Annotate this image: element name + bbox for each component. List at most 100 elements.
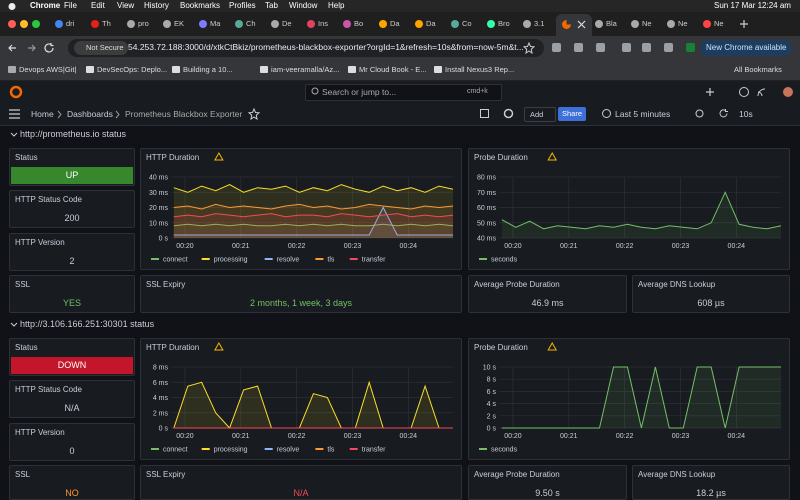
tab[interactable]: Th	[88, 15, 123, 33]
tab[interactable]: Co	[448, 15, 483, 33]
breadcrumb[interactable]: Home	[31, 109, 54, 119]
active-tab[interactable]	[556, 14, 592, 36]
icon	[57, 110, 62, 119]
omnibox[interactable]	[68, 39, 544, 57]
panel: SSL Expiry N/A	[140, 465, 462, 500]
y-tick-label: 40 ms	[149, 175, 169, 182]
icon	[667, 20, 675, 28]
section-title[interactable]: http://prometheus.io status	[20, 129, 127, 139]
extension-icon	[552, 43, 561, 52]
tab[interactable]: Bla	[592, 15, 627, 33]
icon	[703, 20, 711, 28]
panel-title: Average DNS Lookup	[638, 280, 716, 289]
tab[interactable]: Ne	[664, 15, 699, 33]
icon	[9, 85, 23, 99]
refresh-interval[interactable]: 10s	[739, 109, 753, 119]
icon	[552, 43, 561, 52]
search-box[interactable]	[305, 84, 502, 101]
legend-label: tls	[327, 447, 335, 454]
tab[interactable]: dri	[52, 15, 87, 33]
y-tick-label: 30 ms	[149, 190, 169, 197]
tab[interactable]: Da	[412, 15, 447, 33]
tab[interactable]: Ne	[628, 15, 663, 33]
favicon	[55, 20, 63, 28]
bookmark-label: Mr Cloud Book - E...	[359, 65, 427, 74]
icon	[642, 43, 651, 52]
add-button[interactable]: Add	[524, 107, 557, 122]
legend-label: processing	[214, 257, 248, 264]
update-chip[interactable]: New Chrome available	[700, 40, 793, 56]
menu-item[interactable]: History	[144, 1, 169, 10]
icon	[740, 20, 748, 28]
tab[interactable]: 3.1	[520, 15, 555, 33]
favicon	[307, 20, 315, 28]
refresh-icon	[719, 109, 728, 118]
icon	[695, 109, 704, 118]
panel-title: SSL	[15, 470, 31, 479]
tab-label: Bla	[606, 19, 617, 28]
panel: HTTP Version 0	[9, 423, 135, 461]
series-area	[173, 213, 454, 238]
menu-item[interactable]: Edit	[91, 1, 105, 10]
icon	[602, 109, 611, 118]
tab[interactable]: Ch	[232, 15, 267, 33]
icon	[596, 43, 605, 52]
collapse-icon	[10, 132, 18, 137]
time-range[interactable]: Last 5 minutes	[615, 109, 671, 119]
tab[interactable]: Ins	[304, 15, 339, 33]
stat-value: 46.9 ms	[531, 298, 564, 308]
icon	[379, 20, 387, 28]
menu-icon	[9, 109, 20, 119]
x-tick-label: 00:24	[728, 243, 746, 250]
tab[interactable]: Ma	[196, 15, 231, 33]
x-tick-label: 00:23	[672, 433, 690, 440]
favicon	[343, 20, 351, 28]
panel: Status UP	[9, 148, 135, 186]
tab[interactable]: Bro	[484, 15, 519, 33]
menu-item[interactable]: View	[117, 1, 135, 10]
news-icon	[757, 88, 766, 97]
tab[interactable]: Bo	[340, 15, 375, 33]
all-bookmarks[interactable]: All Bookmarks	[734, 65, 782, 74]
icon	[86, 66, 94, 73]
tab-label: dri	[66, 19, 75, 28]
extension-icon	[686, 43, 695, 52]
icon	[20, 20, 28, 28]
breadcrumb[interactable]: Dashboards	[67, 109, 113, 119]
favorite-icon	[247, 107, 261, 121]
menu-item[interactable]: Help	[328, 1, 345, 10]
extension-icon	[642, 43, 651, 52]
star-icon	[522, 41, 536, 55]
share-button[interactable]: Share	[558, 107, 587, 121]
menu-item[interactable]: Profiles	[229, 1, 256, 10]
panel: Average Probe Duration 9.50 s	[468, 465, 627, 500]
section-title[interactable]: http://3.106.166.251:30301 status	[20, 319, 155, 329]
favicon	[163, 20, 171, 28]
icon	[595, 20, 603, 28]
icon	[686, 43, 695, 52]
menu-item[interactable]: File	[64, 1, 77, 10]
tab[interactable]: Da	[376, 15, 411, 33]
bookmark-icon	[434, 66, 442, 73]
tab[interactable]: EK	[160, 15, 195, 33]
y-tick-label: 0 s	[487, 426, 497, 433]
panel-title: HTTP Version	[15, 238, 65, 247]
tab[interactable]: Ne	[700, 15, 735, 33]
icon	[503, 108, 514, 119]
icon	[706, 87, 793, 97]
series-area	[501, 367, 781, 428]
tab[interactable]: De	[268, 15, 303, 33]
icon	[8, 66, 16, 73]
warning-icon	[547, 151, 558, 161]
tab[interactable]: pro	[124, 15, 159, 33]
forward-icon	[28, 44, 36, 52]
legend-label: connect	[163, 257, 188, 264]
zoom-out-icon	[695, 109, 704, 118]
menu-item[interactable]: Bookmarks	[180, 1, 221, 10]
bookmark-label: Install Nexus3 Rep...	[445, 65, 515, 74]
stat-value: 608 µs	[697, 298, 725, 308]
series-line	[173, 206, 453, 236]
menu-item[interactable]: Window	[289, 1, 318, 10]
menu-item[interactable]: Tab	[265, 1, 278, 10]
favicon	[199, 20, 207, 28]
